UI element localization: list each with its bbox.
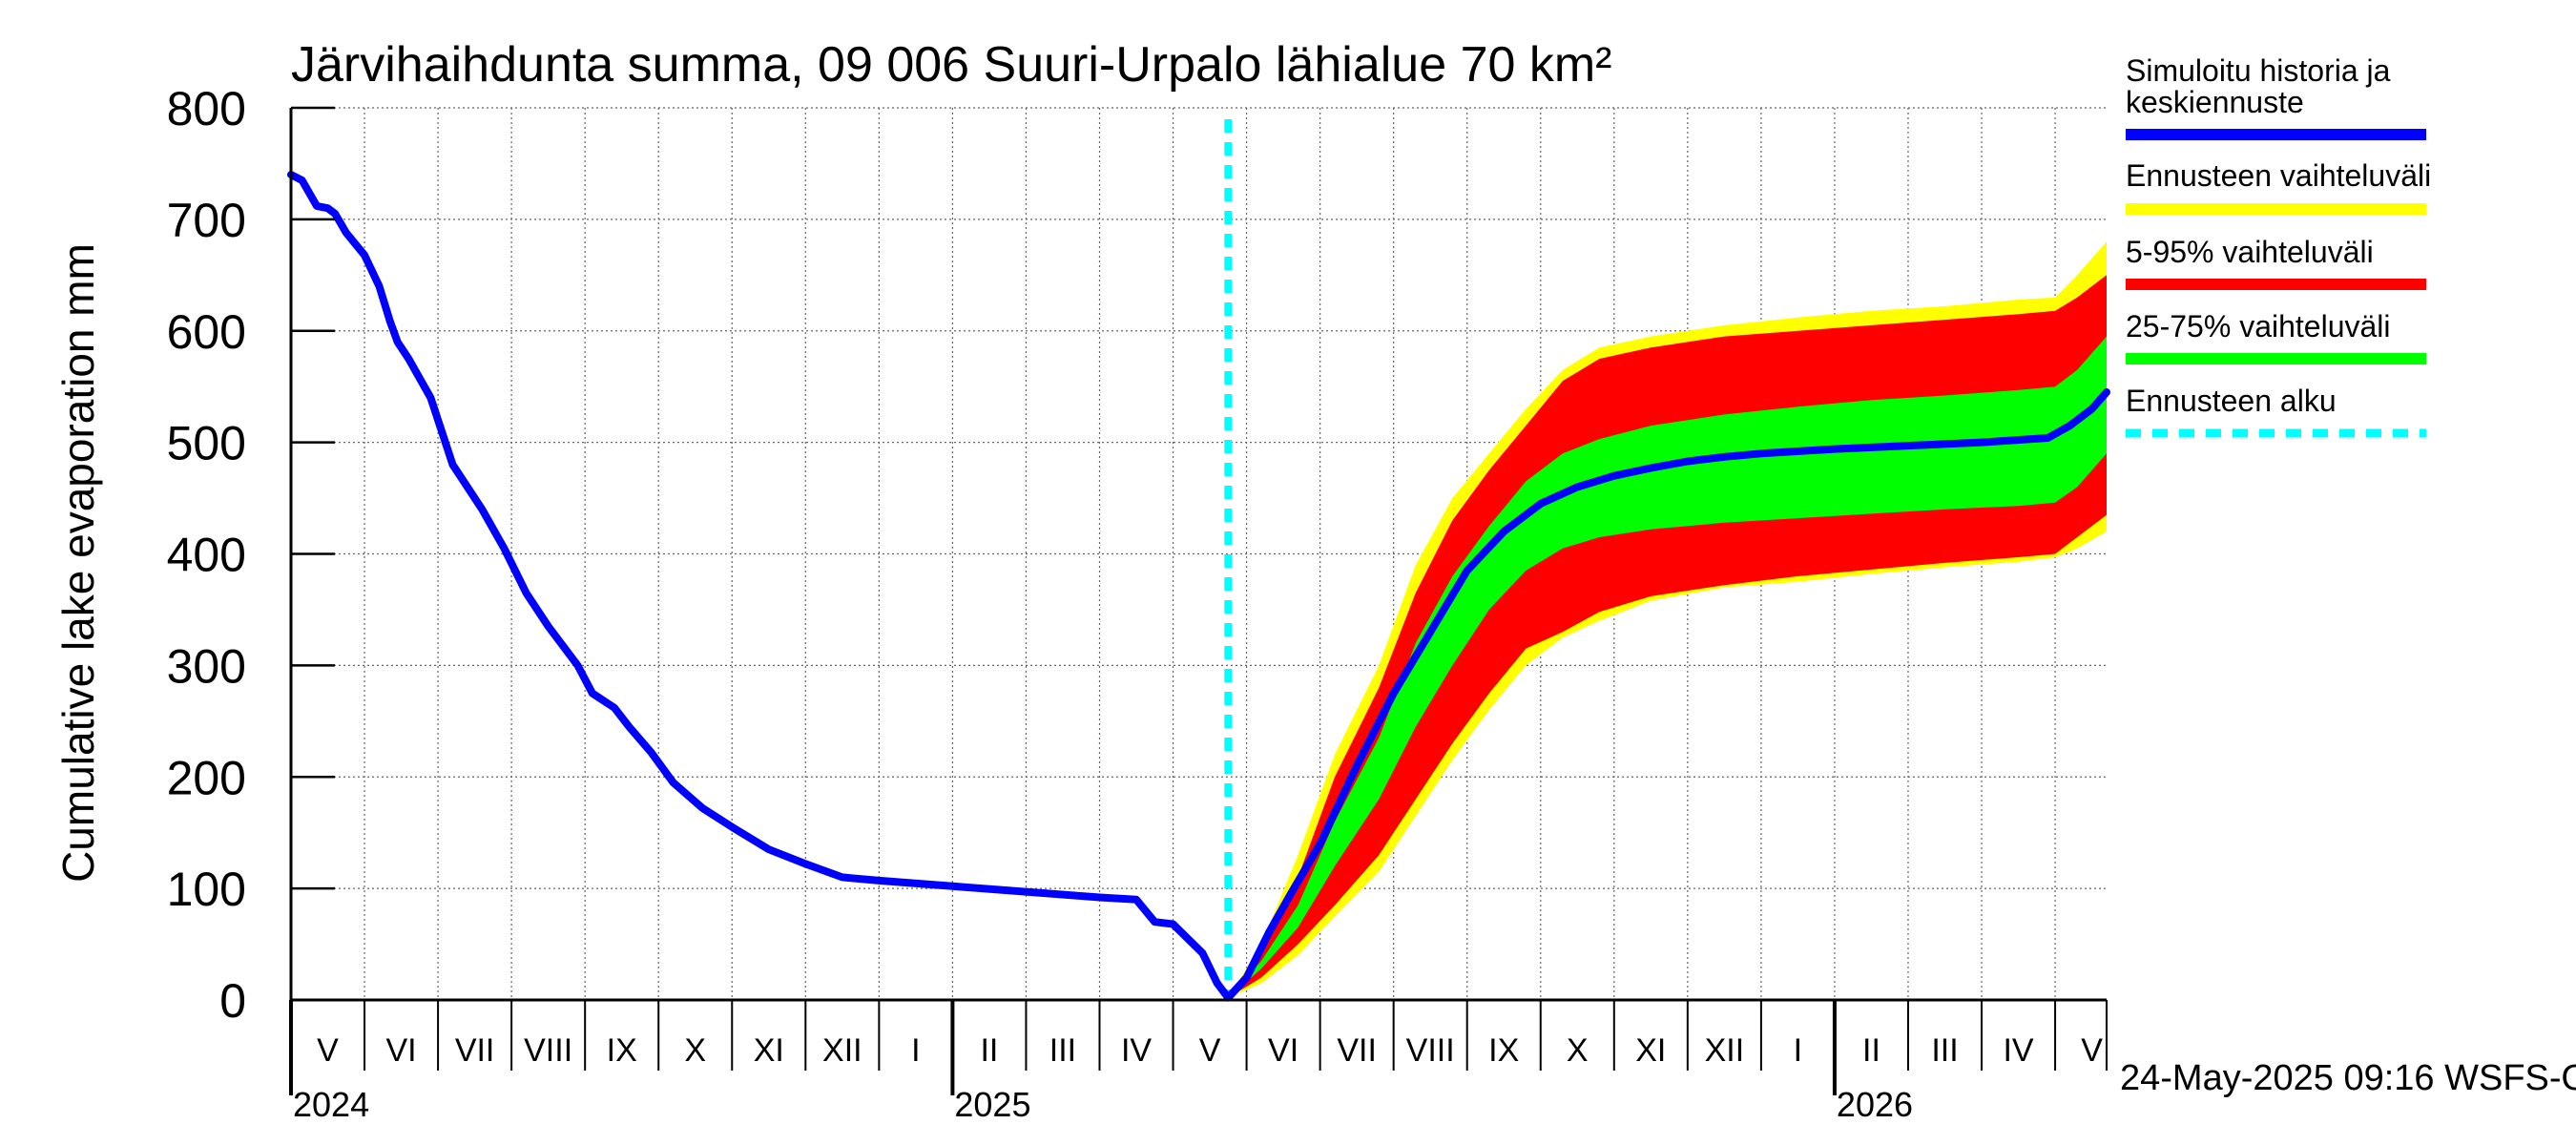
month-label: I [1794, 1032, 1802, 1069]
month-label: VII [1337, 1032, 1377, 1069]
y-axis: 0 100 200 300 400 500 600 700 800 [167, 82, 335, 1028]
legend-label: Ennusteen vaihteluväli [2126, 158, 2431, 193]
month-label: XI [754, 1032, 784, 1069]
month-label: VIII [1406, 1032, 1455, 1069]
month-label: X [684, 1032, 706, 1069]
month-label: II [1862, 1032, 1880, 1069]
y-tick-label: 500 [167, 417, 246, 470]
chart-title: Järvihaihdunta summa, 09 006 Suuri-Urpal… [291, 37, 1612, 93]
forecast-bands [1228, 241, 2107, 998]
year-label: 2025 [954, 1085, 1030, 1124]
year-label: 2026 [1837, 1085, 1913, 1124]
month-label: I [911, 1032, 920, 1069]
month-label: IX [1488, 1032, 1519, 1069]
legend-label: 25-75% vaihteluväli [2126, 309, 2391, 344]
year-label: 2024 [293, 1085, 369, 1124]
month-label: VIII [524, 1032, 572, 1069]
y-tick-label: 400 [167, 529, 246, 582]
month-label: IV [1121, 1032, 1152, 1069]
month-label: IV [2003, 1032, 2033, 1069]
month-label: VI [1268, 1032, 1298, 1069]
y-tick-label: 800 [167, 82, 246, 135]
month-label: XII [822, 1032, 862, 1069]
y-axis-label: Cumulative lake evaporation mm [53, 243, 103, 883]
month-label: IX [607, 1032, 637, 1069]
chart-lines [287, 119, 2110, 1002]
band-3 [1228, 336, 2107, 998]
month-label: V [317, 1032, 339, 1069]
y-tick-label: 100 [167, 863, 246, 916]
mean-forecast-line [287, 171, 2110, 1002]
y-tick-label: 700 [167, 194, 246, 247]
y-tick-label: 600 [167, 305, 246, 359]
month-label: V [1199, 1032, 1221, 1069]
month-label: V [2081, 1032, 2103, 1069]
y-tick-label: 200 [167, 751, 246, 804]
month-label: III [1049, 1032, 1076, 1069]
month-label: III [1931, 1032, 1958, 1069]
legend-label: Ennusteen alku [2126, 384, 2337, 418]
y-tick-label: 300 [167, 639, 246, 693]
month-label: XII [1705, 1032, 1745, 1069]
month-label: VII [455, 1032, 495, 1069]
month-label: II [980, 1032, 998, 1069]
legend-label: 5-95% vaihteluväli [2126, 235, 2374, 269]
footer-timestamp: 24-May-2025 09:16 WSFS-O [2120, 1058, 2576, 1098]
y-tick-label: 0 [219, 974, 246, 1028]
month-label: X [1567, 1032, 1589, 1069]
month-label: XI [1635, 1032, 1666, 1069]
legend-label: Simuloitu historia ja [2126, 53, 2391, 88]
month-label: VI [386, 1032, 417, 1069]
legend-label: keskiennuste [2126, 85, 2304, 119]
